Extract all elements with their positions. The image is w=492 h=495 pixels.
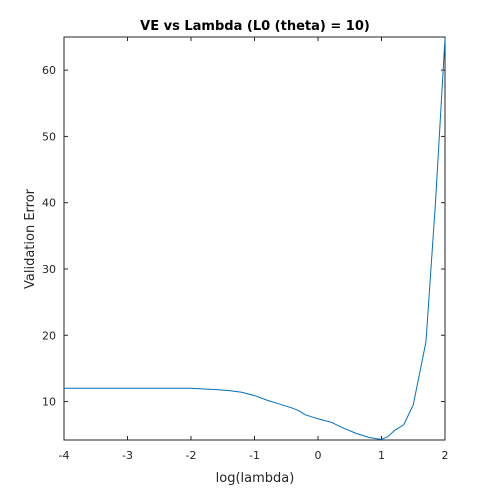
y-axis-ticks: 10 20 30 40 50 60 (42, 64, 445, 409)
x-tick-label: 0 (315, 449, 322, 462)
x-tick-label: -4 (59, 449, 70, 462)
y-tick-label: 20 (42, 329, 56, 342)
x-axis-label: log(lambda) (216, 471, 295, 486)
series-layer (64, 38, 446, 440)
y-tick-label: 10 (42, 396, 56, 409)
plot-area (63, 36, 446, 441)
chart-title: VE vs Lambda (L0 (theta) = 10) (140, 19, 370, 34)
y-axis-label: Validation Error (23, 188, 38, 289)
y-tick-label: 60 (42, 64, 56, 77)
x-axis-ticks: -4 -3 -2 -1 0 1 2 (59, 37, 449, 462)
y-tick-label: 30 (42, 263, 56, 276)
x-tick-label: -3 (122, 449, 133, 462)
x-tick-label: -1 (249, 449, 260, 462)
y-tick-label: 40 (42, 197, 56, 210)
x-tick-label: -2 (186, 449, 197, 462)
y-tick-label: 50 (42, 130, 56, 143)
x-tick-label: 2 (442, 449, 449, 462)
series-line (64, 38, 446, 440)
x-tick-label: 1 (378, 449, 385, 462)
